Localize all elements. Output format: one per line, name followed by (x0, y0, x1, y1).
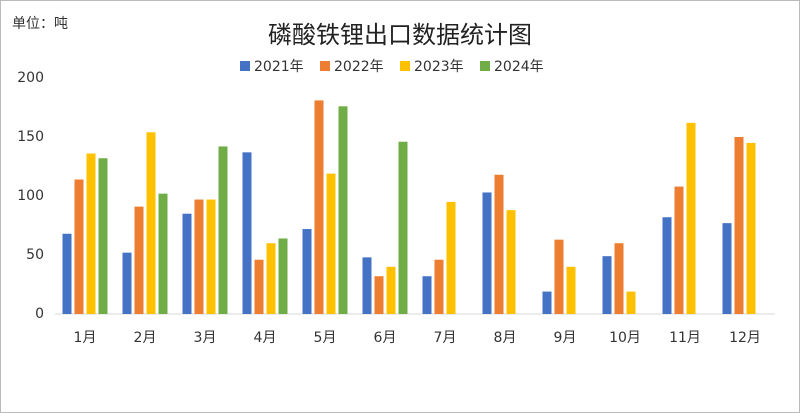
bar (62, 233, 72, 314)
x-tick-label: 12月 (729, 330, 761, 346)
bar (278, 238, 288, 314)
bar (86, 153, 96, 314)
bar (734, 137, 744, 314)
bar (374, 276, 384, 314)
bar (158, 193, 168, 314)
bar (482, 192, 492, 314)
bar (362, 257, 372, 314)
x-tick-label: 2月 (134, 330, 157, 346)
bar (566, 266, 576, 314)
legend-label: 2024年 (494, 59, 544, 75)
bar (254, 259, 264, 314)
y-tick-label: 200 (17, 70, 44, 86)
bar (386, 266, 396, 314)
x-tick-label: 7月 (434, 330, 457, 346)
legend-swatch (320, 61, 330, 71)
x-tick-label: 1月 (74, 330, 97, 346)
legend-swatch (480, 61, 490, 71)
x-tick-label: 4月 (254, 330, 277, 346)
legend-swatch (400, 61, 410, 71)
legend-label: 2021年 (254, 59, 304, 75)
x-tick-label: 6月 (374, 330, 397, 346)
bar (266, 243, 276, 314)
bar (338, 106, 348, 314)
bar (134, 206, 144, 314)
bar (242, 152, 252, 314)
unit-label: 单位：吨 (12, 16, 68, 32)
bar (326, 173, 336, 314)
bar (602, 256, 612, 314)
bar (98, 158, 108, 314)
x-tick-label: 8月 (494, 330, 517, 346)
bar (446, 201, 456, 314)
bar (542, 291, 552, 314)
legend-label: 2023年 (414, 59, 464, 75)
bar (662, 217, 672, 314)
bar (206, 199, 216, 314)
y-tick-label: 0 (35, 306, 44, 322)
bar (506, 210, 516, 314)
x-tick-label: 9月 (554, 330, 577, 346)
legend-swatch (240, 61, 250, 71)
bar (74, 179, 84, 314)
chart-title: 磷酸铁锂出口数据统计图 (268, 21, 532, 49)
y-tick-label: 100 (17, 188, 44, 204)
bar (494, 174, 504, 314)
bar (146, 132, 156, 314)
bar (218, 146, 228, 314)
bar (434, 259, 444, 314)
bar (194, 199, 204, 314)
bar (398, 141, 408, 314)
bar (722, 223, 732, 314)
bar (314, 100, 324, 314)
x-tick-label: 10月 (609, 330, 641, 346)
bar (422, 276, 432, 314)
bar (626, 291, 636, 314)
bar (554, 239, 564, 314)
bar (674, 186, 684, 314)
bar (122, 252, 132, 314)
x-tick-label: 3月 (194, 330, 217, 346)
y-tick-label: 150 (17, 129, 44, 145)
bar (182, 213, 192, 314)
bar (746, 142, 756, 314)
y-tick-label: 50 (26, 247, 44, 263)
bar (614, 243, 624, 314)
legend-label: 2022年 (334, 59, 384, 75)
x-tick-label: 5月 (314, 330, 337, 346)
x-tick-label: 11月 (669, 330, 701, 346)
bar (302, 229, 312, 314)
bar (686, 122, 696, 314)
